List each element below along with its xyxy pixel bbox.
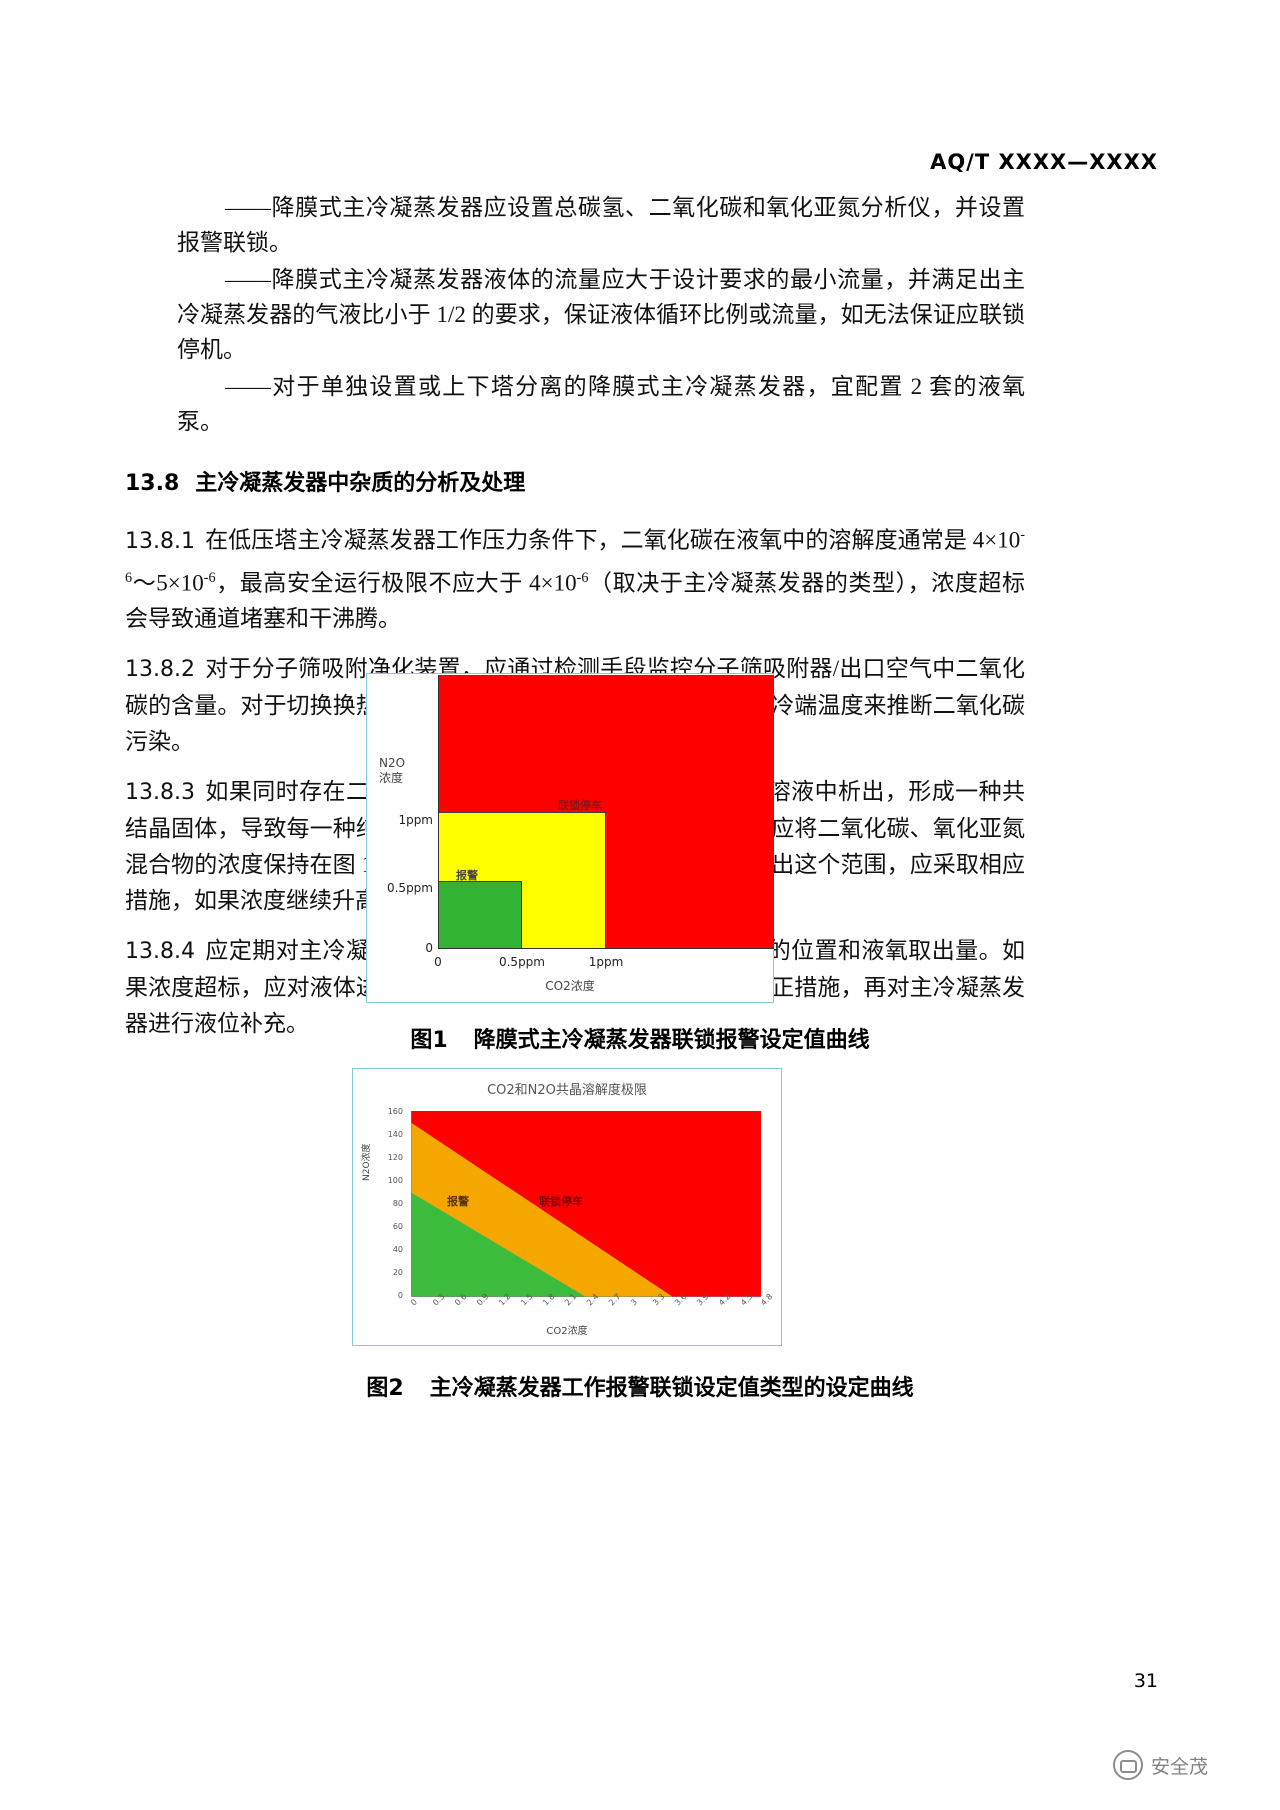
paragraph-text: （取决于主冷凝蒸发器的类型），浓度超标会导致通道堵塞和干沸腾。 — [125, 570, 1025, 632]
figure-2-y-tick-120: 120 — [387, 1153, 403, 1162]
figure-1-y-tick-1ppm: 1ppm — [398, 813, 433, 827]
figure-1-chart: N2O 浓度 联锁停车 报警 1ppm 0.5ppm 0 0 0.5ppm 1p… — [366, 673, 774, 1003]
superscript-exponent: -6 — [203, 569, 216, 586]
paragraph-text: ，最高安全运行极限不应大于 4×10 — [215, 570, 577, 596]
superscript-exponent: -6 — [576, 569, 589, 586]
figure-2-plot-area: 报警 联锁停车 — [411, 1111, 761, 1297]
figure-2-y-tick-60: 60 — [392, 1222, 403, 1231]
figure-2-label-alarm: 报警 — [447, 1195, 469, 1208]
figure-1-y-tick-05ppm: 0.5ppm — [386, 881, 433, 895]
figure-1-x-axis-title: CO2浓度 — [545, 979, 595, 993]
document-body: ——降膜式主冷凝蒸发器应设置总碳氢、二氧化碳和氧化亚氮分析仪，并设置报警联锁。 … — [125, 190, 1025, 1056]
figure-2-chart: CO2和N2O共晶溶解度极限 N2O浓度 160 140 120 100 80 … — [352, 1068, 782, 1346]
figure-2-y-tick-160: 160 — [387, 1107, 403, 1116]
figure-2-x-tick-0: 0 — [409, 1297, 419, 1308]
figure-1-caption-text: 降膜式主冷凝蒸发器联锁报警设定值曲线 — [473, 1028, 870, 1053]
figure-1-y-axis-title-line2: 浓度 — [379, 771, 404, 785]
figure-1-label-alarm: 报警 — [456, 869, 478, 882]
paragraph-number: 13.8.4 — [125, 939, 195, 965]
figure-2-x-tick-48: 4.8 — [759, 1291, 775, 1308]
figure-2-title: CO2和N2O共晶溶解度极限 — [487, 1083, 647, 1098]
paragraph-text: 在低压塔主冷凝蒸发器工作压力条件下，二氧化碳在液氧中的溶解度通常是 4×10 — [204, 527, 1021, 553]
section-title: 主冷凝蒸发器中杂质的分析及处理 — [195, 471, 526, 496]
figure-1-x-tick-1ppm: 1ppm — [588, 955, 624, 969]
figure-1-plot-area: 联锁停车 报警 — [438, 675, 774, 949]
bullet-item: ——降膜式主冷凝蒸发器液体的流量应大于设计要求的最小流量，并满足出主冷凝蒸发器的… — [177, 267, 1025, 362]
figure-2-svg — [411, 1111, 761, 1297]
figure-2-y-tick-40: 40 — [392, 1245, 403, 1254]
figure-1-y-axis-title-line1: N2O — [379, 756, 406, 770]
paragraph-13-8-1: 13.8.1 在低压塔主冷凝蒸发器工作压力条件下，二氧化碳在液氧中的溶解度通常是 … — [125, 517, 1025, 637]
section-heading: 13.8 主冷凝蒸发器中杂质的分析及处理 — [125, 465, 1025, 497]
figure-2-x-tick-3: 3 — [629, 1297, 639, 1308]
figure-1-x-tick-0: 0 — [434, 955, 442, 969]
paragraph-number: 13.8.2 — [125, 657, 195, 683]
watermark-text: 安全茂 — [1150, 1755, 1208, 1778]
figure-1-region-normal — [438, 881, 522, 949]
document-header-code: AQ/T XXXX—XXXX — [930, 150, 1158, 174]
watermark: 安全茂 — [1112, 1750, 1208, 1780]
figure-2-y-axis-title: N2O浓度 — [362, 1143, 372, 1181]
figure-1-y-axis-title: N2O 浓度 — [379, 756, 405, 786]
figure-2-caption: 图2 主冷凝蒸发器工作报警联锁设定值类型的设定曲线 — [0, 1370, 1280, 1402]
figure-2-y-tick-140: 140 — [387, 1130, 403, 1139]
figure-2-y-tick-80: 80 — [392, 1199, 403, 1208]
page-number: 31 — [1133, 1670, 1158, 1692]
paragraph-text: ～5×10 — [132, 570, 204, 596]
figure-1-label-interlock: 联锁停车 — [558, 799, 602, 812]
figure-1-caption: 图1 降膜式主冷凝蒸发器联锁报警设定值曲线 — [0, 1022, 1280, 1054]
figure-2-x-axis-title: CO2浓度 — [546, 1326, 588, 1337]
paragraph-number: 13.8.3 — [125, 780, 195, 806]
figure-2-y-tick-0: 0 — [397, 1291, 403, 1300]
figure-2-y-tick-20: 20 — [392, 1268, 403, 1277]
superscript-exponent: -6 — [125, 527, 1025, 586]
bullet-item: ——降膜式主冷凝蒸发器应设置总碳氢、二氧化碳和氧化亚氮分析仪，并设置报警联锁。 — [177, 195, 1025, 255]
figure-2-label-interlock: 联锁停车 — [539, 1195, 583, 1208]
bullet-item: ——对于单独设置或上下塔分离的降膜式主冷凝蒸发器，宜配置 2 套的液氧泵。 — [177, 374, 1025, 434]
figure-1-caption-number: 图1 — [410, 1028, 448, 1053]
figure-1-x-tick-05ppm: 0.5ppm — [498, 955, 545, 969]
wechat-icon — [1112, 1750, 1143, 1780]
figure-2-caption-number: 图2 — [366, 1376, 404, 1401]
figure-1-x-axis-line — [438, 948, 774, 949]
paragraph-number: 13.8.1 — [125, 528, 195, 554]
figure-1-y-axis-line — [438, 675, 439, 949]
figure-1-y-tick-0: 0 — [425, 941, 433, 955]
figure-2-y-tick-100: 100 — [387, 1176, 403, 1185]
figure-2-caption-text: 主冷凝蒸发器工作报警联锁设定值类型的设定曲线 — [429, 1376, 914, 1401]
section-number: 13.8 — [125, 471, 180, 496]
